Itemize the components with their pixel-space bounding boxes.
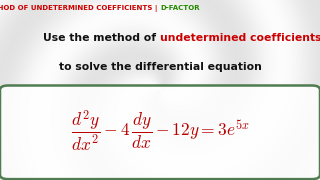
Text: Use the method of: Use the method of	[43, 33, 160, 43]
Text: METHOD OF UNDETERMINED COEFFICIENTS |: METHOD OF UNDETERMINED COEFFICIENTS |	[0, 4, 160, 12]
FancyBboxPatch shape	[0, 86, 320, 179]
Text: D-FACTOR: D-FACTOR	[160, 4, 200, 10]
Text: undetermined coefficients: undetermined coefficients	[160, 33, 320, 43]
Text: $\dfrac{d^2y}{dx^2} - 4\,\dfrac{dy}{dx} - 12y = 3e^{5x}$: $\dfrac{d^2y}{dx^2} - 4\,\dfrac{dy}{dx} …	[71, 108, 249, 153]
Text: to solve the differential equation: to solve the differential equation	[59, 62, 261, 72]
